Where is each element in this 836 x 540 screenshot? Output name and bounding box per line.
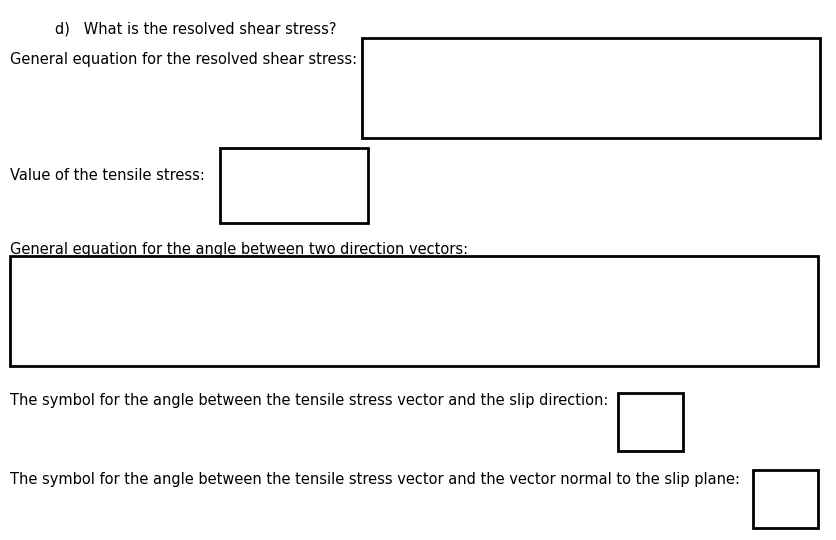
Text: The symbol for the angle between the tensile stress vector and the vector normal: The symbol for the angle between the ten… [10,472,740,487]
Bar [618,393,683,451]
Bar [753,470,818,528]
Text: General equation for the resolved shear stress:: General equation for the resolved shear … [10,52,357,67]
Bar [220,148,368,223]
Bar [362,38,820,138]
Bar [10,256,818,366]
Text: General equation for the angle between two direction vectors:: General equation for the angle between t… [10,242,468,257]
Text: The symbol for the angle between the tensile stress vector and the slip directio: The symbol for the angle between the ten… [10,393,609,408]
Text: d)   What is the resolved shear stress?: d) What is the resolved shear stress? [55,22,337,37]
Text: Value of the tensile stress:: Value of the tensile stress: [10,168,205,183]
